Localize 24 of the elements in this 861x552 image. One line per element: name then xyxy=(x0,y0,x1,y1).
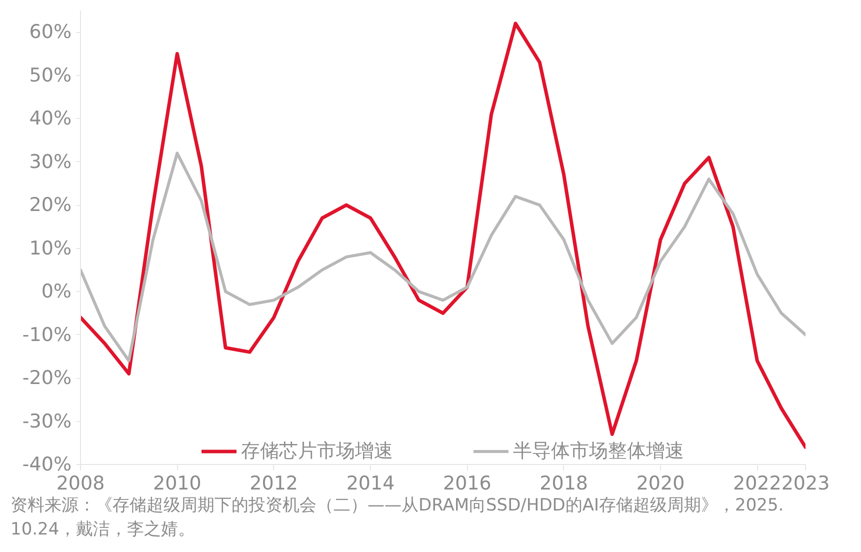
y-tick-label: 60% xyxy=(29,21,72,44)
x-tick-label: 2023 xyxy=(781,472,830,494)
x-tick-label: 2018 xyxy=(540,472,588,494)
y-tick-label: 20% xyxy=(29,194,72,216)
legend-label: 半导体市场整体增速 xyxy=(513,439,684,464)
y-tick-label: 10% xyxy=(29,237,72,260)
y-tick-label: -40% xyxy=(22,454,72,476)
text: 资料来源：《存储超级周期下的投资机会（二）——从DRAM向SSD/HDD的AI存储超级周期》，2025.10.24，戴洁，李之婧。 xyxy=(10,496,784,540)
y-tick-label: 30% xyxy=(29,150,72,173)
x-tick-label: 2008 xyxy=(56,472,105,494)
legend-label: 存储芯片市场增速 xyxy=(241,439,393,464)
y-tick-label: -20% xyxy=(22,367,72,390)
x-tick-label: 2020 xyxy=(636,472,685,494)
y-tick-label: -10% xyxy=(22,324,72,346)
x-tick-label: 2014 xyxy=(346,472,395,494)
line-series xyxy=(80,152,806,362)
y-tick-label: 0% xyxy=(41,280,72,303)
y-tick-label: 50% xyxy=(29,64,72,86)
y-tick-label: -30% xyxy=(22,410,72,432)
x-tick-label: 2010 xyxy=(152,472,202,494)
x-tick-label: 2016 xyxy=(442,472,492,494)
x-tick-label: 2022 xyxy=(732,472,782,494)
y-tick-label: 40% xyxy=(29,108,72,130)
x-tick-label: 2012 xyxy=(250,472,298,494)
